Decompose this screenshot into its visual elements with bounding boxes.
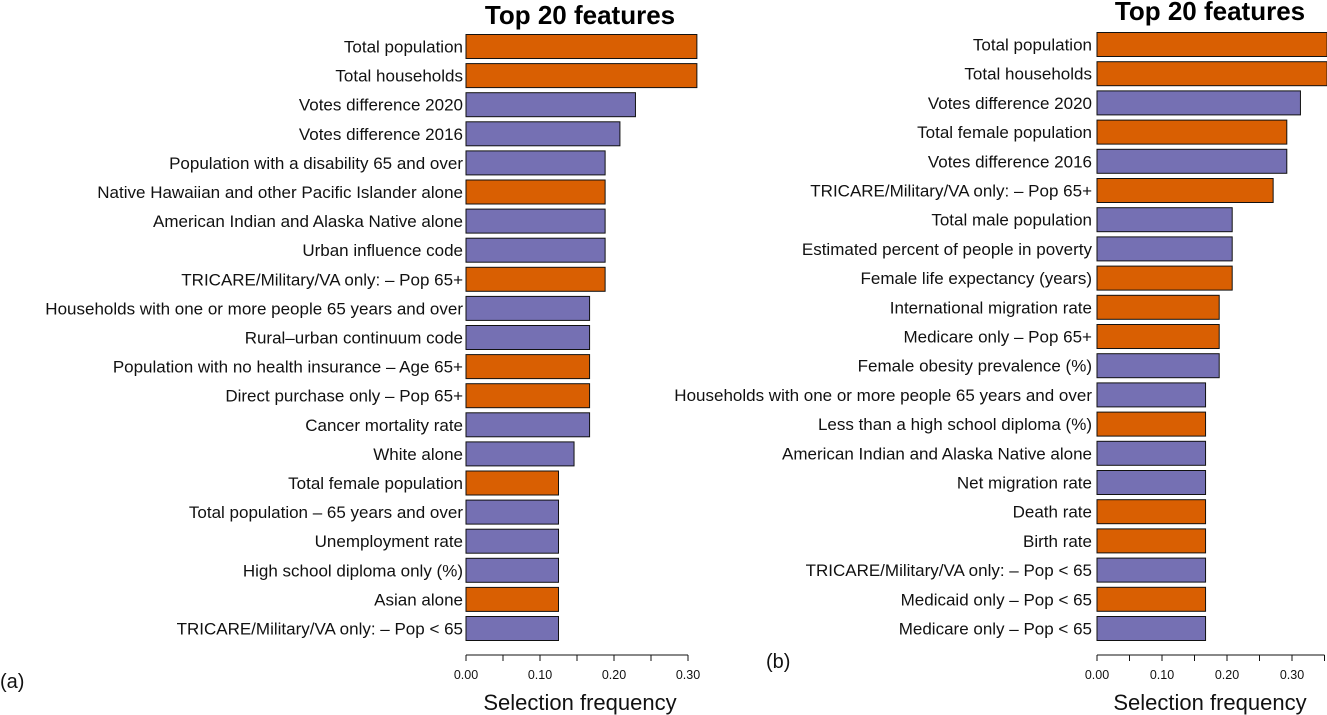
- chart-2-bar: [1096, 119, 1288, 145]
- chart-1-bar: [465, 34, 698, 59]
- chart-2-bar: [1096, 470, 1207, 495]
- chart-2-category-label: Medicare only – Pop 65+: [903, 328, 1092, 347]
- chart-2-category-label: Total population: [973, 36, 1092, 55]
- chart-1-bar: [465, 586, 559, 612]
- chart-2-bar: [1096, 353, 1220, 379]
- chart-1-category-label: Direct purchase only – Pop 65+: [225, 387, 463, 406]
- chart-1-category-label: Total female population: [288, 474, 463, 493]
- chart-1-bar: [465, 354, 591, 380]
- chart-1-category-label: Votes difference 2020: [299, 96, 463, 115]
- chart-2-category-label: Medicare only – Pop < 65: [899, 620, 1092, 639]
- chart-2-bar: [1096, 32, 1327, 57]
- chart-1-bar: [465, 237, 606, 263]
- chart-1-bar: [465, 325, 591, 350]
- chart-2-category-label: TRICARE/Military/VA only: – Pop < 65: [806, 561, 1092, 580]
- chart-2-bar: [1096, 90, 1301, 116]
- chart-2-category-label: Medicaid only – Pop < 65: [901, 590, 1092, 609]
- chart-1-category-label: Asian alone: [374, 590, 463, 609]
- chart-1-bar: [465, 150, 606, 176]
- chart-1-x-tick-label: 0.20: [602, 668, 626, 682]
- chart-1-bar: [465, 121, 621, 147]
- chart-2-category-label: American Indian and Alaska Native alone: [782, 444, 1092, 463]
- chart-1-category-label: Population with a disability 65 and over: [169, 154, 463, 173]
- chart-2-category-label: Female life expectancy (years): [861, 269, 1092, 288]
- chart-2-category-label: Total female population: [917, 123, 1092, 142]
- chart-1-category-label: Rural–urban continuum code: [245, 329, 463, 348]
- chart-2-bar: [1096, 586, 1207, 612]
- chart-1-category-label: Urban influence code: [302, 241, 463, 260]
- chart-2-category-label: Less than a high school diploma (%): [818, 415, 1092, 434]
- chart-1-category-label: High school diploma only (%): [243, 561, 463, 580]
- chart-1-category-label: Unemployment rate: [315, 532, 463, 551]
- chart-1-category-label: White alone: [373, 445, 463, 464]
- chart-1-bar: [465, 92, 636, 118]
- chart-1-category-label: Votes difference 2016: [299, 125, 463, 144]
- chart-1-bar: [465, 383, 591, 409]
- chart-1-bar: [465, 208, 606, 234]
- chart-2-category-label: Votes difference 2016: [928, 152, 1092, 171]
- chart-2-bar: [1096, 294, 1220, 320]
- chart-1-category-label: TRICARE/Military/VA only: – Pop 65+: [181, 270, 463, 289]
- chart-2-category-label: Female obesity prevalence (%): [858, 357, 1092, 376]
- chart-2-category-label: Total male population: [931, 211, 1092, 230]
- chart-2-category-label: Total households: [964, 65, 1092, 84]
- chart-1-category-label: Total households: [335, 67, 463, 86]
- chart-2-bar: [1096, 616, 1207, 641]
- chart-2-bar: [1096, 499, 1207, 525]
- chart-1-bar: [465, 295, 591, 321]
- chart-2-title: Top 20 features: [1115, 0, 1305, 26]
- chart-2-x-tick-label: 0.00: [1085, 668, 1109, 682]
- chart-1-bar: [465, 470, 559, 496]
- chart-2-category-label: Birth rate: [1023, 532, 1092, 551]
- chart-2-bar: [1096, 411, 1207, 437]
- chart-1-panel-label: (a): [0, 671, 24, 693]
- chart-1-category-label: American Indian and Alaska Native alone: [153, 212, 463, 231]
- chart-2-x-tick-label: 0.30: [1280, 668, 1304, 682]
- chart-1-bar: [465, 266, 606, 292]
- chart-2-bar: [1096, 178, 1274, 203]
- chart-1-bar: [465, 557, 559, 583]
- chart-2-category-label: Net migration rate: [957, 474, 1092, 493]
- chart-2-bar: [1096, 236, 1233, 262]
- chart-1-category-label: Native Hawaiian and other Pacific Island…: [97, 183, 463, 202]
- chart-1-category-label: Cancer mortality rate: [305, 416, 463, 435]
- chart-2-category-label: Estimated percent of people in poverty: [802, 240, 1093, 259]
- chart-2-category-label: TRICARE/Military/VA only: – Pop 65+: [810, 182, 1092, 201]
- chart-2-x-axis-label: Selection frequency: [1113, 690, 1306, 715]
- chart-1-x-tick-label: 0.10: [528, 668, 552, 682]
- chart-1-category-label: Total population: [344, 38, 463, 57]
- chart-1-bar: [465, 412, 591, 438]
- chart-2-bar: [1096, 382, 1207, 408]
- chart-2-bar: [1096, 324, 1220, 349]
- chart-1-bar: [465, 179, 606, 205]
- chart-1-category-label: Population with no health insurance – Ag…: [113, 358, 463, 377]
- chart-1-bar: [465, 441, 575, 467]
- chart-1-x-tick-label: 0.30: [676, 668, 700, 682]
- chart-1-title: Top 20 features: [485, 0, 675, 30]
- chart-2-bar: [1096, 265, 1233, 291]
- chart-1-x-tick-label: 0.00: [454, 668, 478, 682]
- chart-2-bar: [1096, 528, 1207, 554]
- chart-2-panel-label: (b): [766, 651, 790, 673]
- chart-2-x-tick-label: 0.10: [1150, 668, 1174, 682]
- chart-2-x-tick-label: 0.20: [1215, 668, 1239, 682]
- chart-1-bar: [465, 499, 559, 525]
- chart-1-bar: [465, 528, 559, 554]
- chart-1-bar: [465, 616, 559, 641]
- chart-2-category-label: International migration rate: [890, 298, 1092, 317]
- chart-2-bar: [1096, 148, 1288, 174]
- chart-1-bar: [465, 63, 698, 89]
- chart-1-x-axis-label: Selection frequency: [483, 690, 676, 715]
- chart-2-category-label: Households with one or more people 65 ye…: [674, 386, 1092, 405]
- chart-2-bar: [1096, 557, 1207, 583]
- chart-2-bar: [1096, 61, 1327, 87]
- chart-1-category-label: Households with one or more people 65 ye…: [45, 299, 463, 318]
- chart-2-bar: [1096, 440, 1207, 466]
- chart-1-category-label: Total population – 65 years and over: [189, 503, 463, 522]
- chart-1-category-label: TRICARE/Military/VA only: – Pop < 65: [177, 620, 463, 639]
- chart-2-category-label: Votes difference 2020: [928, 94, 1092, 113]
- chart-2-bar: [1096, 207, 1233, 233]
- chart-2-category-label: Death rate: [1013, 503, 1092, 522]
